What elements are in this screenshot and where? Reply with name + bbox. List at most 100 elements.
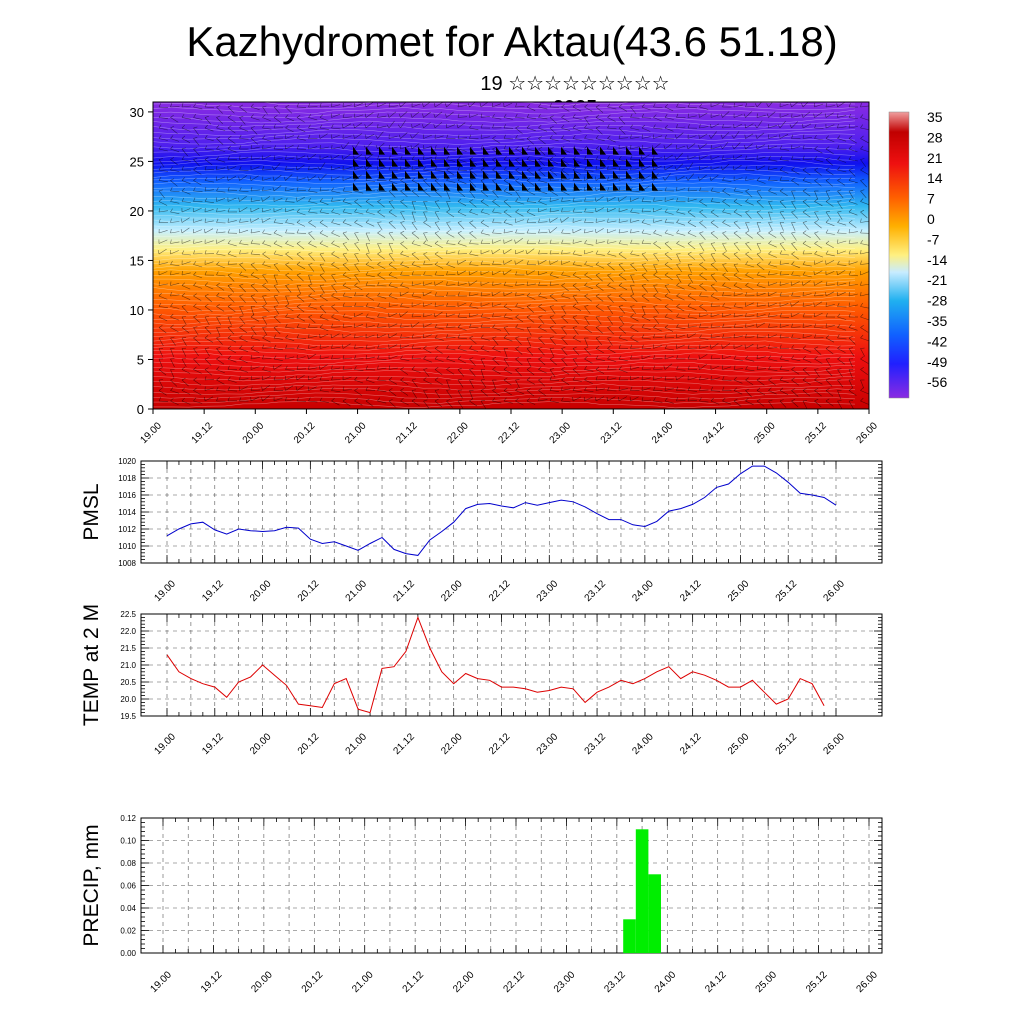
wind-barb xyxy=(538,138,546,145)
wind-barb-flag xyxy=(549,147,554,150)
wind-barb-flag xyxy=(572,114,576,118)
wind-barb xyxy=(687,333,696,339)
wind-barb xyxy=(503,269,512,276)
wind-barb-flag xyxy=(285,365,288,370)
wind-barb-flag xyxy=(181,250,185,255)
wind-barb-flag xyxy=(445,113,447,118)
wind-barb xyxy=(216,274,226,277)
wind-barb-flag xyxy=(607,345,611,349)
wind-barb xyxy=(457,390,463,399)
wind-barb-flag xyxy=(181,325,186,328)
wind-barb-flag xyxy=(745,103,748,108)
wind-barb xyxy=(446,148,456,151)
wind-barb-flag xyxy=(227,136,232,139)
wind-barb xyxy=(756,253,764,261)
wind-barb-flag xyxy=(480,313,484,318)
wind-barb-flag xyxy=(331,251,335,255)
wind-barb xyxy=(584,379,593,384)
wind-barb xyxy=(526,232,537,234)
wind-barb xyxy=(779,211,786,220)
wind-barb xyxy=(710,390,721,392)
wind-barb-flag xyxy=(595,315,600,318)
wind-barb xyxy=(779,390,789,395)
wind-barb-flag xyxy=(283,176,286,181)
wind-barb-flag xyxy=(584,155,587,160)
wind-barb xyxy=(733,114,743,118)
wind-barb-flag xyxy=(331,144,333,150)
wind-barb-flag xyxy=(698,365,700,370)
wind-barb xyxy=(607,179,617,181)
wind-barb-flag xyxy=(377,230,381,234)
wind-barb xyxy=(273,264,280,272)
wind-barb-flag xyxy=(722,231,727,234)
wind-barb-flag xyxy=(561,283,566,286)
wind-barb xyxy=(388,344,398,349)
wind-barb xyxy=(791,211,798,219)
wind-barb xyxy=(480,190,488,198)
wind-barb xyxy=(526,337,532,347)
wind-barb-flag xyxy=(262,144,264,150)
wind-barb-flag xyxy=(549,281,552,286)
wind-barb xyxy=(204,127,214,132)
wind-barb xyxy=(779,274,790,276)
wind-barb xyxy=(377,285,387,287)
wind-barb xyxy=(503,102,513,108)
wind-barb-flag xyxy=(400,211,405,213)
wind-barb xyxy=(446,211,455,218)
wind-barb xyxy=(733,164,742,171)
wind-barb-flag xyxy=(204,135,208,139)
wind-barb xyxy=(538,295,548,299)
wind-barb xyxy=(687,211,696,218)
wind-barb-flag xyxy=(743,113,746,118)
wind-barb-flag xyxy=(789,124,792,129)
wind-barb-flag xyxy=(791,334,794,339)
wind-barb xyxy=(181,117,191,120)
wind-barb xyxy=(365,112,374,118)
wind-barb xyxy=(664,363,673,370)
wind-barb-flag xyxy=(584,386,587,391)
wind-barb-flag xyxy=(572,335,577,339)
wind-barb-flag xyxy=(653,241,657,244)
wind-barb-flag xyxy=(825,167,830,171)
wind-barb-flag xyxy=(308,219,312,223)
wind-barb-flag xyxy=(618,386,620,391)
isotherm-line xyxy=(153,186,856,194)
wind-barb xyxy=(273,397,283,402)
wind-barb xyxy=(607,306,614,314)
wind-barb xyxy=(768,273,778,276)
wind-barb xyxy=(331,232,340,237)
wind-barb-flag xyxy=(699,124,701,129)
wind-barb xyxy=(457,379,464,388)
x-tick-label: 23.12 xyxy=(583,578,609,604)
wind-barb xyxy=(227,190,238,192)
wind-barb-flag xyxy=(538,388,543,391)
wind-barb-flag xyxy=(204,145,208,150)
wind-barb xyxy=(285,127,294,133)
wind-barb xyxy=(618,285,628,291)
wind-barb-flag xyxy=(158,145,162,150)
wind-barb xyxy=(365,201,374,207)
wind-barb xyxy=(446,264,456,268)
wind-barb-flag xyxy=(457,113,460,118)
wind-barb xyxy=(549,348,555,357)
colorbar-label: 28 xyxy=(927,129,943,145)
wind-barb-flag xyxy=(262,229,265,234)
wind-barb-flag xyxy=(607,325,612,328)
wind-barb xyxy=(262,316,268,326)
wind-barb xyxy=(837,102,846,108)
wind-barb xyxy=(319,253,326,262)
wind-barb-flag xyxy=(388,261,393,265)
wind-barb xyxy=(595,274,603,282)
wind-barb xyxy=(400,274,410,277)
wind-barb-flag xyxy=(273,315,278,318)
wind-barb-flag xyxy=(653,272,657,276)
wind-barb-flag xyxy=(503,156,507,160)
wind-barb xyxy=(618,117,626,125)
wind-barb-flag xyxy=(503,199,508,202)
wind-barb-flag xyxy=(572,367,577,370)
wind-barb xyxy=(400,390,409,396)
wind-barb-flag xyxy=(331,219,335,223)
wind-barb-flag xyxy=(204,157,209,160)
wind-barb xyxy=(779,190,788,197)
wind-barb xyxy=(285,264,293,271)
